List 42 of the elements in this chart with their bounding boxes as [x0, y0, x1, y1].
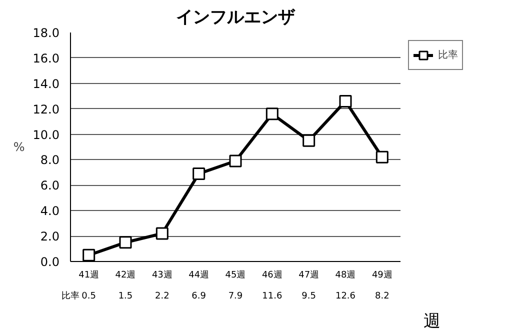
chart-title: インフルエンザ: [176, 8, 296, 28]
point: [192, 167, 206, 180]
y-tick-label: 6.0: [40, 178, 60, 193]
legend-label: 比率: [438, 48, 458, 62]
point: [339, 94, 352, 108]
y-tick-label: 8.0: [40, 153, 60, 168]
data-label: 9.5: [302, 292, 316, 302]
data-label: 2.2: [155, 292, 170, 302]
data-label: 11.6: [262, 292, 282, 302]
y-tick-label: 16.0: [32, 51, 60, 66]
point: [156, 227, 168, 240]
x-tick-label: 46週: [262, 270, 282, 280]
point: [302, 134, 316, 147]
x-axis-title: 週: [424, 312, 440, 332]
x-tick-label: 41週: [78, 270, 100, 280]
y-tick-label: 12.0: [32, 102, 60, 116]
data-label: 0.5: [82, 292, 96, 302]
x-tick-label: 45週: [225, 270, 246, 280]
point: [376, 150, 388, 164]
x-tick-label: 48週: [335, 270, 356, 280]
data-label: 6.9: [192, 292, 206, 302]
data-label: 1.5: [118, 292, 133, 302]
y-tick-label: 0.0: [40, 255, 60, 269]
y-tick-label: 18.0: [32, 26, 60, 40]
x-tick-label: 42週: [115, 270, 136, 280]
x-tick-label: 47週: [298, 270, 320, 280]
x-tick-label: 43週: [152, 270, 172, 280]
point: [119, 236, 132, 249]
x-tick-label: 44週: [188, 270, 210, 280]
data-label: 7.9: [228, 292, 243, 302]
y-tick-label: 10.0: [32, 128, 60, 142]
x-tick-label: 49週: [372, 270, 392, 280]
data-label: 12.6: [335, 292, 356, 302]
point: [266, 108, 278, 120]
text: 比率: [62, 292, 80, 302]
y-tick-label: 14.0: [32, 76, 60, 91]
point: [229, 154, 242, 168]
point: [82, 248, 96, 262]
y-axis-title: %: [13, 140, 25, 154]
y-tick-label: 4.0: [40, 204, 60, 218]
y-tick-label: 2.0: [40, 230, 60, 244]
data-label: 8.2: [375, 292, 390, 302]
